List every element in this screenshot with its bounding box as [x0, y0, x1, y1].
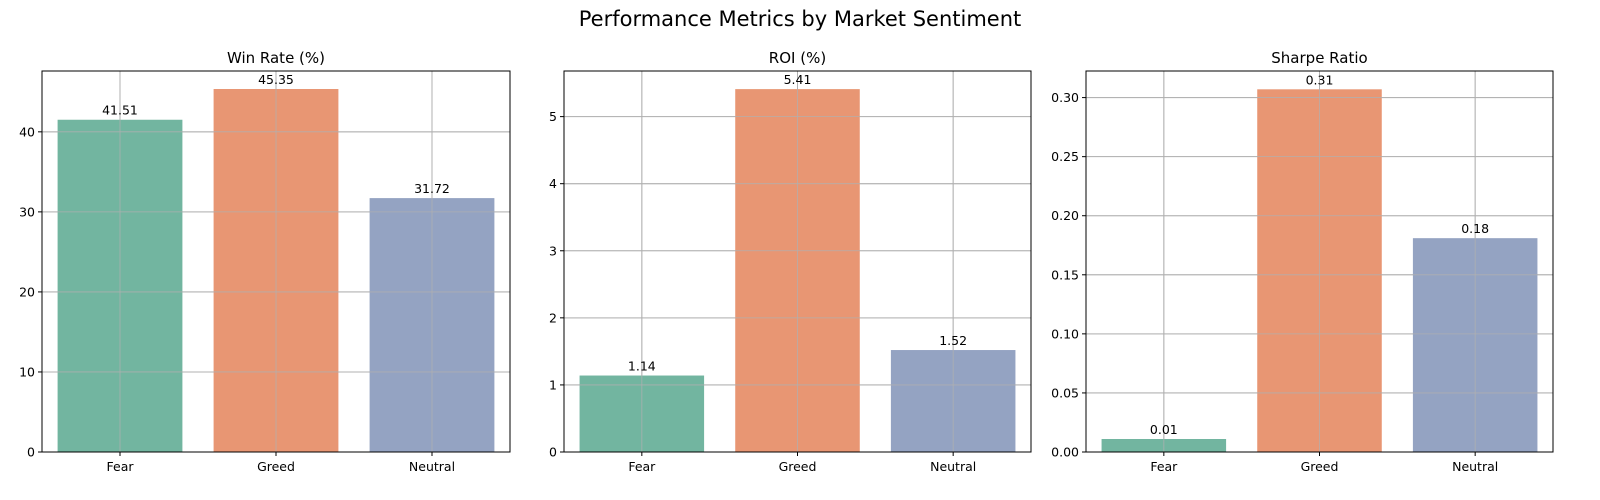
value-label-greed: 45.35 — [258, 72, 294, 87]
x-tick-label-greed: Greed — [779, 459, 817, 474]
y-tick-label: 3 — [549, 243, 557, 258]
chart-panel-3: 0.00 0.05 0.10 0.15 0.20 0.25 0.30 Fear Greed Neu… — [1051, 49, 1554, 474]
x-tick-label-neutral: Neutral — [409, 459, 455, 474]
value-label-greed: 5.41 — [784, 72, 812, 87]
y-tick-label: 0.30 — [1051, 90, 1079, 105]
value-label-fear: 41.51 — [102, 103, 138, 118]
chart-title: ROI (%) — [769, 49, 826, 67]
y-tick-label: 40 — [19, 124, 35, 139]
y-tick-label: 4 — [549, 176, 557, 191]
x-tick-label-neutral: Neutral — [930, 459, 976, 474]
value-label-neutral: 31.72 — [414, 181, 450, 196]
x-tick-label-fear: Fear — [107, 459, 135, 474]
y-tick-label: 0.05 — [1051, 385, 1079, 400]
value-label-neutral: 0.18 — [1461, 221, 1489, 236]
y-tick-label: 30 — [19, 204, 35, 219]
y-tick-label: 10 — [19, 364, 35, 379]
y-tick-label: 0.15 — [1051, 267, 1079, 282]
figure-title: Performance Metrics by Market Sentiment — [578, 7, 1022, 31]
y-tick-label: 20 — [19, 284, 35, 299]
value-label-fear: 0.01 — [1150, 422, 1178, 437]
x-tick-label-greed: Greed — [1301, 459, 1339, 474]
chart-title: Sharpe Ratio — [1271, 49, 1367, 67]
y-tick-label: 0.10 — [1051, 326, 1079, 341]
value-label-greed: 0.31 — [1306, 72, 1334, 87]
value-label-neutral: 1.52 — [939, 333, 967, 348]
y-tick-label: 5 — [549, 109, 557, 124]
x-tick-label-greed: Greed — [257, 459, 295, 474]
y-tick-label: 1 — [549, 377, 557, 392]
y-tick-label: 0.00 — [1051, 445, 1079, 460]
y-tick-label: 0.25 — [1051, 149, 1079, 164]
y-tick-label: 0 — [27, 445, 35, 460]
x-tick-label-neutral: Neutral — [1452, 459, 1498, 474]
chart-panel-2: 0 1 2 3 4 5 Fear Greed Neutral 1.14 5.41 1.52 ROI (%… — [549, 49, 1032, 474]
y-tick-label: 0 — [549, 445, 557, 460]
chart-title: Win Rate (%) — [227, 49, 325, 67]
y-tick-label: 0.20 — [1051, 208, 1079, 223]
x-tick-label-fear: Fear — [628, 459, 656, 474]
y-tick-label: 2 — [549, 310, 557, 325]
x-tick-label-fear: Fear — [1150, 459, 1178, 474]
chart-panel-1: 0 10 20 30 40 Fear Greed Neutral 41.51 45.35 31.72… — [19, 49, 511, 474]
value-label-fear: 1.14 — [628, 359, 656, 374]
